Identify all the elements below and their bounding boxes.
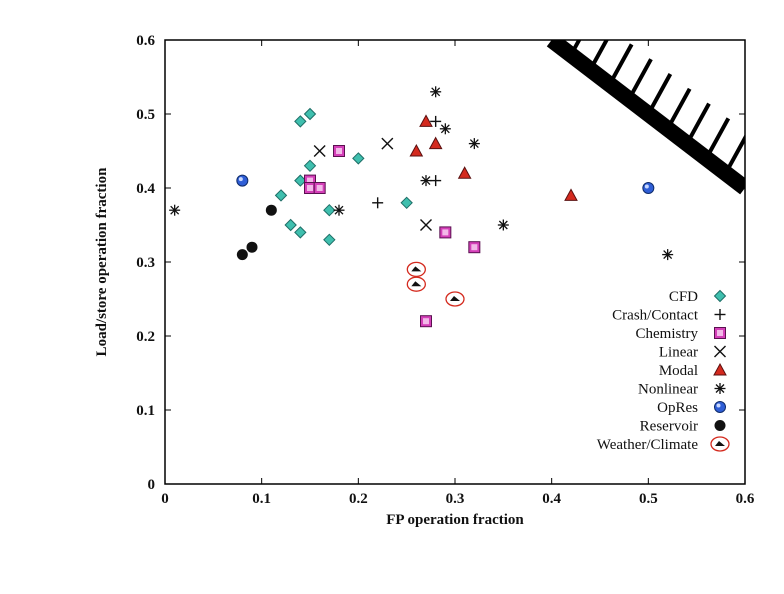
cfd-point bbox=[274, 189, 288, 202]
cfd-point bbox=[303, 159, 317, 173]
hatch-line bbox=[588, 40, 609, 71]
cfd-point bbox=[323, 233, 336, 247]
y-tick-label: 0.5 bbox=[136, 107, 155, 123]
y-tick-label: 0.3 bbox=[136, 255, 155, 271]
hatch-line bbox=[569, 40, 582, 56]
crash-contact-point bbox=[430, 175, 442, 187]
infeasible-region-hatch bbox=[546, 40, 745, 195]
chemistry-point bbox=[420, 315, 432, 328]
legend-label: Crash/Contact bbox=[612, 308, 699, 324]
nonlinear-point bbox=[662, 249, 674, 261]
legend-label: Nonlinear bbox=[638, 382, 698, 398]
linear-point bbox=[313, 145, 326, 157]
weather-climate-point bbox=[406, 261, 426, 278]
chemistry-point bbox=[439, 226, 452, 239]
x-tick-label: 0.4 bbox=[542, 491, 561, 507]
cfd-point bbox=[294, 226, 307, 239]
hatch-line bbox=[704, 117, 731, 160]
y-tick-label: 0.2 bbox=[136, 329, 155, 345]
hatch-line bbox=[646, 73, 673, 115]
data-points bbox=[169, 86, 674, 328]
linear-point bbox=[420, 219, 432, 231]
chemistry-point bbox=[313, 182, 326, 194]
plot-frame bbox=[164, 39, 746, 485]
opres-point bbox=[642, 182, 655, 194]
cfd-point bbox=[400, 196, 413, 210]
x-tick-label: 0.6 bbox=[736, 491, 755, 507]
nonlinear-point bbox=[333, 204, 345, 216]
hatch-line bbox=[685, 102, 711, 145]
x-tick-label: 0.2 bbox=[349, 491, 368, 507]
nonlinear-point bbox=[468, 138, 480, 150]
linear-point bbox=[381, 137, 394, 150]
hatch-line bbox=[665, 87, 692, 130]
y-tick-label: 0 bbox=[148, 477, 156, 493]
cfd-point bbox=[303, 107, 317, 121]
y-axis-label: Load/store operation fraction bbox=[94, 167, 110, 357]
legend-marker bbox=[714, 383, 726, 394]
reservoir-point bbox=[265, 204, 277, 216]
legend-marker bbox=[713, 289, 727, 303]
nonlinear-point bbox=[497, 219, 509, 231]
legend-marker bbox=[713, 362, 727, 376]
hatch-line bbox=[723, 133, 745, 175]
nonlinear-point bbox=[420, 175, 432, 187]
nonlinear-point bbox=[439, 123, 451, 135]
y-tick-label: 0.6 bbox=[136, 33, 155, 49]
x-tick-label: 0.5 bbox=[639, 491, 658, 507]
x-tick-label: 0 bbox=[161, 491, 169, 507]
cfd-point bbox=[294, 115, 307, 128]
cfd-point bbox=[352, 152, 365, 165]
plot-axes bbox=[164, 39, 746, 485]
legend: CFD Crash/Contact Chemistry Linear Modal Nonl… bbox=[597, 289, 730, 453]
legend-marker bbox=[714, 345, 726, 358]
axis-ticks: 0 0.1 0.2 0.3 0.4 0.5 0.6 0 0.1 0.2 0.3 0.4 0.5 0.6 bbox=[136, 33, 755, 507]
legend-marker bbox=[714, 309, 726, 320]
legend-marker bbox=[714, 420, 726, 431]
y-tick-label: 0.1 bbox=[136, 403, 155, 419]
reservoir-point bbox=[246, 241, 258, 253]
chemistry-point bbox=[333, 145, 345, 157]
modal-point bbox=[457, 166, 472, 179]
crash-contact-point bbox=[372, 197, 384, 209]
modal-point bbox=[564, 188, 578, 201]
legend-label: OpRes bbox=[657, 400, 698, 416]
legend-label: Modal bbox=[659, 363, 698, 379]
modal-point bbox=[419, 114, 433, 127]
legend-label: Weather/Climate bbox=[597, 437, 699, 453]
opres-point bbox=[236, 174, 249, 187]
weather-climate-point bbox=[406, 276, 426, 292]
cfd-point bbox=[323, 203, 336, 217]
nonlinear-point bbox=[430, 86, 442, 98]
legend-label: Reservoir bbox=[640, 419, 698, 435]
cfd-point bbox=[284, 218, 297, 232]
legend-label: Chemistry bbox=[636, 326, 699, 342]
nonlinear-point bbox=[169, 204, 181, 216]
crash-contact-point bbox=[430, 115, 442, 127]
hatch-line bbox=[627, 58, 653, 101]
x-tick-label: 0.3 bbox=[446, 491, 465, 507]
modal-point bbox=[428, 136, 443, 150]
hatch-line bbox=[607, 43, 634, 86]
modal-point bbox=[409, 143, 424, 157]
chemistry-point bbox=[468, 241, 481, 254]
x-axis-label: FP operation fraction bbox=[386, 512, 524, 528]
legend-marker bbox=[710, 436, 730, 452]
legend-marker bbox=[714, 327, 726, 339]
legend-marker bbox=[714, 401, 726, 413]
reservoir-point bbox=[236, 249, 248, 261]
x-tick-label: 0.1 bbox=[252, 491, 271, 507]
legend-label: CFD bbox=[669, 289, 698, 305]
legend-label: Linear bbox=[659, 345, 698, 361]
weather-climate-point bbox=[445, 291, 465, 307]
y-tick-label: 0.4 bbox=[136, 181, 155, 197]
